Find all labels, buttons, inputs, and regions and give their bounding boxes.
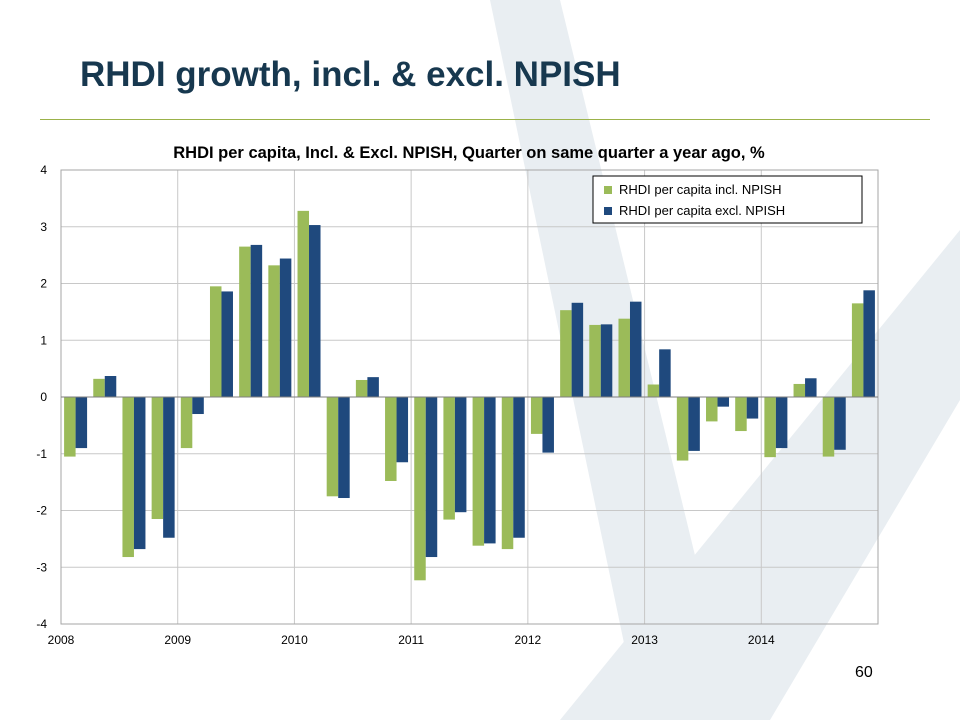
bar-incl-npish	[764, 397, 776, 458]
bar-incl-npish	[618, 318, 630, 397]
legend-label: RHDI per capita incl. NPISH	[619, 182, 782, 197]
chart-title: RHDI per capita, Incl. & Excl. NPISH, Qu…	[173, 144, 765, 162]
slide-title: RHDI growth, incl. & excl. NPISH	[80, 55, 621, 94]
bar-incl-npish	[385, 397, 397, 481]
bar-excl-npish	[513, 397, 525, 538]
bar-incl-npish	[706, 397, 718, 422]
bar-excl-npish	[425, 397, 438, 558]
page-number: 60	[855, 664, 873, 681]
bar-incl-npish	[239, 246, 251, 397]
bar-excl-npish	[309, 225, 321, 397]
bar-incl-npish	[64, 397, 76, 457]
bar-excl-npish	[250, 244, 263, 397]
bar-incl-npish	[676, 397, 689, 461]
x-tick-label: 2012	[515, 633, 542, 647]
bar-incl-npish	[443, 397, 455, 520]
bar-excl-npish	[367, 377, 379, 397]
bar-excl-npish	[221, 291, 233, 397]
bar-incl-npish	[414, 397, 426, 581]
bar-excl-npish	[75, 397, 88, 449]
legend-swatch	[604, 186, 612, 194]
bar-excl-npish	[279, 258, 292, 397]
bar-excl-npish	[396, 397, 409, 463]
bar-excl-npish	[629, 301, 642, 397]
x-tick-label: 2010	[281, 633, 308, 647]
bar-incl-npish	[472, 397, 485, 546]
x-tick-label: 2009	[164, 633, 191, 647]
x-tick-label: 2008	[48, 633, 75, 647]
bar-incl-npish	[793, 383, 806, 397]
y-tick-label: 2	[40, 277, 47, 291]
y-tick-label: -4	[36, 617, 47, 631]
legend: RHDI per capita incl. NPISH RHDI per capi…	[592, 175, 863, 224]
bar-excl-npish	[484, 397, 496, 544]
bar-incl-npish	[735, 397, 747, 432]
bar-incl-npish	[647, 384, 660, 397]
bar-excl-npish	[571, 302, 584, 397]
y-tick-label: 3	[40, 220, 47, 234]
bar-excl-npish	[104, 376, 117, 397]
bars-layer	[64, 210, 875, 581]
y-tick-label: 0	[40, 390, 47, 404]
bar-incl-npish	[297, 210, 310, 397]
bar-incl-npish	[151, 397, 164, 520]
y-tick-label: 4	[40, 163, 47, 177]
bar-excl-npish	[863, 290, 875, 397]
bar-excl-npish	[834, 397, 846, 450]
legend-box	[592, 175, 863, 224]
bar-incl-npish	[326, 397, 339, 497]
bar-excl-npish	[542, 397, 554, 453]
bar-incl-npish	[822, 397, 835, 457]
bar-excl-npish	[163, 397, 175, 538]
bar-excl-npish	[746, 397, 759, 419]
bar-incl-npish	[501, 397, 514, 550]
watermark-stroke-left	[490, 0, 735, 720]
bar-incl-npish	[355, 379, 368, 397]
bar-excl-npish	[717, 397, 730, 407]
bar-incl-npish	[851, 303, 864, 397]
title-divider	[40, 119, 930, 120]
bar-excl-npish	[688, 397, 700, 451]
bar-incl-npish	[93, 378, 105, 397]
x-tick-label: 2011	[398, 633, 424, 647]
bar-excl-npish	[454, 397, 467, 513]
y-tick-label: -1	[36, 447, 47, 461]
bar-excl-npish	[805, 378, 817, 397]
x-tick-label: 2014	[748, 633, 775, 647]
x-tick-label: 2013	[631, 633, 658, 647]
legend-swatch	[604, 207, 612, 215]
bar-incl-npish	[180, 397, 193, 449]
legend-label: RHDI per capita excl. NPISH	[619, 203, 785, 218]
bar-excl-npish	[338, 397, 350, 499]
bar-incl-npish	[530, 397, 543, 434]
bar-incl-npish	[589, 324, 601, 397]
bar-incl-npish	[209, 286, 222, 397]
bar-incl-npish	[122, 397, 134, 558]
bar-excl-npish	[133, 397, 146, 550]
bar-excl-npish	[192, 397, 204, 415]
bar-excl-npish	[600, 324, 613, 397]
bar-incl-npish	[560, 310, 572, 397]
bar-incl-npish	[268, 265, 280, 397]
y-tick-label: -2	[36, 504, 47, 518]
y-tick-label: -3	[36, 560, 47, 574]
y-tick-label: 1	[40, 333, 47, 347]
bar-excl-npish	[775, 397, 788, 449]
bar-excl-npish	[659, 349, 671, 397]
